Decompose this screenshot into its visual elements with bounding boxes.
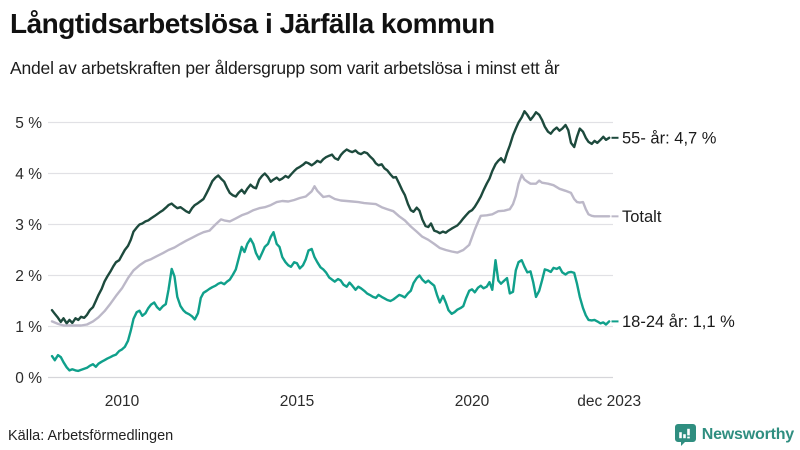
series-end-label: Totalt: [622, 208, 662, 226]
y-tick-label: 2 %: [15, 268, 42, 285]
y-tick-label: 1 %: [15, 319, 42, 336]
y-tick-label: 3 %: [15, 217, 42, 234]
series-lines: [50, 110, 611, 373]
source-attribution: Källa: Arbetsförmedlingen: [8, 428, 174, 444]
x-tick-label: dec 2023: [577, 393, 641, 410]
series-line-18-24-r: [50, 230, 611, 373]
y-tick-label: 0 %: [15, 370, 42, 387]
series-line-totalt: [50, 173, 611, 327]
y-tick-label: 5 %: [15, 115, 42, 132]
newsworthy-brand-name: Newsworthy: [701, 425, 794, 443]
page-subtitle: Andel av arbetskraften per åldersgrupp s…: [10, 58, 560, 78]
y-axis-tick-labels: 5 % 4 % 3 % 2 % 1 % 0 %: [15, 115, 42, 387]
newsworthy-brand: Newsworthy: [674, 423, 794, 446]
gridlines: [48, 121, 613, 379]
page-title: Långtidsarbetslösa i Järfälla kommun: [10, 8, 495, 39]
series-line-55-r: [50, 110, 611, 325]
x-axis-tick-labels: 2010 2015 2020 dec 2023: [105, 393, 641, 410]
series-end-label: 55- år: 4,7 %: [622, 129, 717, 147]
newsworthy-logo-icon: [674, 423, 697, 446]
series-end-labels: 55- år: 4,7 % Totalt 18-24 år: 1,1 %: [611, 129, 735, 331]
x-tick-label: 2010: [105, 393, 140, 410]
x-tick-label: 2020: [455, 393, 490, 410]
series-end-label: 18-24 år: 1,1 %: [622, 313, 735, 331]
y-tick-label: 4 %: [15, 166, 42, 183]
x-tick-label: 2015: [280, 393, 314, 410]
